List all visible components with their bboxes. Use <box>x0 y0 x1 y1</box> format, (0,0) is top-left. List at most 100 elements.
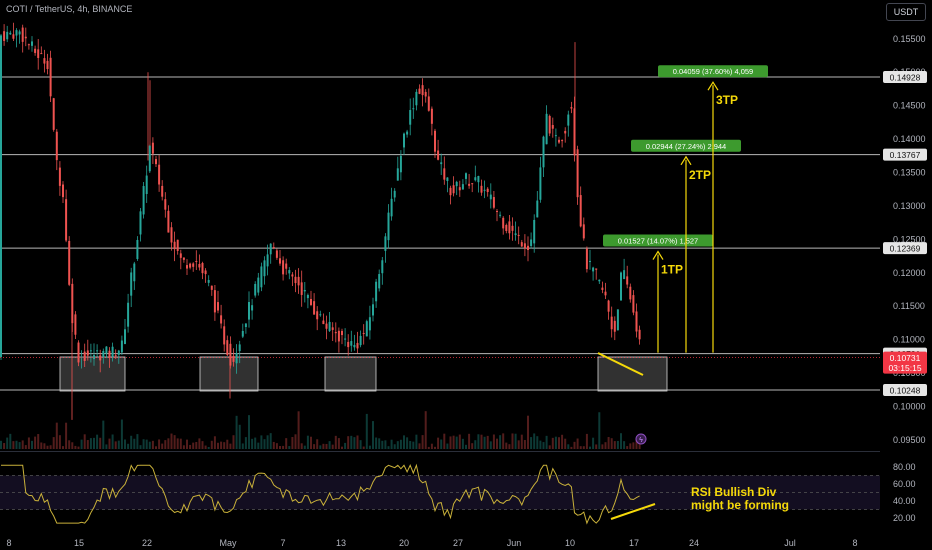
rsi-axis-tick: 80.00 <box>893 462 916 472</box>
candle-body <box>173 241 176 250</box>
candle-body <box>27 44 30 46</box>
volume-bar <box>145 439 148 449</box>
time-axis-label: 22 <box>142 538 152 548</box>
price-axis-tick: 0.14500 <box>893 101 926 111</box>
candle-body <box>210 285 213 290</box>
volume-bar <box>505 442 508 449</box>
candle-body <box>585 248 588 270</box>
time-axis-label: 8 <box>852 538 857 548</box>
volume-bar <box>155 446 157 449</box>
candle-body <box>238 344 241 352</box>
current-price-label: 0.10731 <box>890 353 921 363</box>
volume-bar <box>37 434 40 449</box>
volume-bar <box>620 433 622 449</box>
candle-body <box>220 315 223 324</box>
volume-bar <box>368 445 371 449</box>
volume-bar <box>220 441 223 449</box>
candle-body <box>226 340 229 355</box>
candle-body <box>288 270 291 274</box>
candle-body <box>294 276 297 284</box>
candle-body <box>409 110 412 125</box>
volume-bar <box>585 433 588 449</box>
candle-body <box>403 133 405 148</box>
candle-body <box>170 227 173 243</box>
time-axis-label: 13 <box>336 538 346 548</box>
candle-body <box>0 35 2 358</box>
candle-body <box>300 282 303 295</box>
candle-body <box>285 263 288 269</box>
volume-bar <box>158 439 161 449</box>
volume-bar <box>399 439 402 449</box>
candle-body <box>263 260 266 277</box>
volume-bar <box>217 442 219 449</box>
current-price-tag <box>883 351 927 374</box>
volume-bar <box>68 440 71 449</box>
candle-body <box>192 263 195 267</box>
candle-body <box>40 53 43 55</box>
volume-bar <box>71 442 74 449</box>
volume-bar <box>468 433 471 449</box>
volume-bar <box>418 443 421 449</box>
volume-bar <box>89 438 92 449</box>
rsi-divergence-line <box>610 503 656 520</box>
volume-bar <box>142 439 145 449</box>
candle-body <box>341 330 343 336</box>
volume-bar <box>24 445 27 449</box>
candle-body <box>334 332 337 334</box>
candle-body <box>251 305 254 311</box>
candle-body <box>446 177 449 182</box>
candle-body <box>499 214 502 216</box>
candle-body <box>120 340 123 353</box>
volume-bar <box>300 443 303 449</box>
volume-bar <box>511 433 514 449</box>
candle-body <box>623 270 626 280</box>
target-measure-text: 0.01527 (14.07%) 1,527 <box>618 237 698 246</box>
volume-bar <box>328 441 331 449</box>
volume-bar <box>77 446 80 449</box>
volume-bar <box>263 439 266 449</box>
candle-body <box>514 233 517 236</box>
candle-body <box>65 199 68 241</box>
candle-body <box>151 142 154 154</box>
candle-body <box>427 96 430 111</box>
volume-bar <box>508 444 511 449</box>
candle-body <box>492 197 495 208</box>
price-axis-tick: 0.09500 <box>893 435 926 445</box>
candle-body <box>310 298 312 305</box>
volume-bar <box>58 435 61 449</box>
volume-bar <box>148 441 151 449</box>
currency-button[interactable]: USDT <box>886 3 926 21</box>
candle-body <box>105 346 108 354</box>
candle-body <box>306 294 309 299</box>
candle-body <box>269 243 272 255</box>
candle-body <box>223 326 226 345</box>
candle-body <box>378 274 381 289</box>
volume-bar <box>170 433 173 449</box>
price-axis-tick: 0.12000 <box>893 268 926 278</box>
volume-bar <box>610 438 613 449</box>
candle-body <box>9 32 12 35</box>
candle-body <box>502 217 505 229</box>
volume-bar <box>601 444 604 449</box>
volume-bar <box>390 439 393 449</box>
volume-bar <box>49 445 52 449</box>
volume-bar <box>297 411 300 449</box>
candle-body <box>204 270 207 275</box>
candle-body <box>601 287 604 290</box>
candle-body <box>96 350 99 352</box>
rsi-axis-tick: 20.00 <box>893 513 916 523</box>
volume-bar <box>613 441 616 449</box>
candle-body <box>465 173 467 179</box>
volume-bar <box>514 433 517 449</box>
volume-bar <box>548 445 551 449</box>
candle-body <box>607 300 610 312</box>
volume-bar <box>133 438 136 449</box>
volume-bar <box>229 443 232 449</box>
volume-bar <box>539 440 542 449</box>
candle-body <box>148 145 151 172</box>
candle-body <box>533 219 536 244</box>
candle-body <box>114 355 117 357</box>
candle-body <box>189 263 192 268</box>
volume-bar <box>15 440 18 449</box>
